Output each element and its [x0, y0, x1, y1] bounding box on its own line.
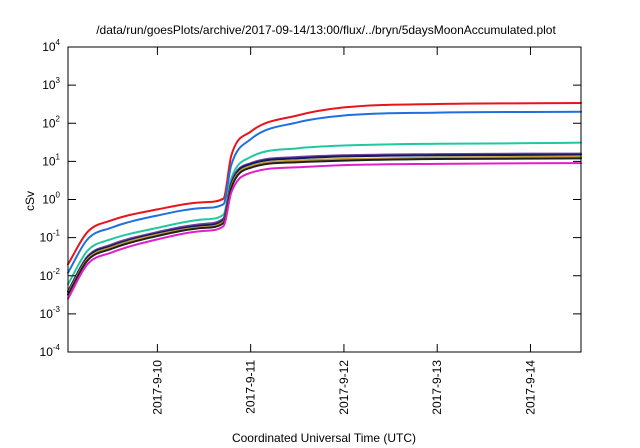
y-tick-base: 10 — [40, 269, 54, 283]
y-tick-exponent: 4 — [56, 38, 61, 47]
x-tick-label: 2017-9-12 — [337, 360, 351, 415]
y-tick-base: 10 — [42, 116, 56, 130]
y-tick-exponent: 1 — [56, 152, 61, 161]
y-tick-exponent: -2 — [53, 267, 61, 276]
y-tick-base: 10 — [42, 154, 56, 168]
plot-frame — [67, 46, 582, 353]
y-tick-exponent: 2 — [56, 114, 61, 123]
series-line-8 — [67, 162, 582, 300]
series-line-5 — [67, 153, 582, 293]
series-line-6 — [67, 156, 582, 295]
y-tick-base: 10 — [40, 231, 54, 245]
y-tick-exponent: -1 — [53, 229, 61, 238]
y-tick-label: 10-1 — [40, 229, 61, 245]
y-tick-exponent: -3 — [53, 305, 61, 314]
y-tick-label: 100 — [42, 191, 60, 207]
x-axis-label: Coordinated Universal Time (UTC) — [232, 431, 416, 445]
chart-title: /data/run/goesPlots/archive/2017-09-14/1… — [96, 23, 556, 37]
series-layer — [67, 101, 582, 300]
y-tick-exponent: 0 — [56, 191, 61, 200]
y-tick-label: 103 — [42, 76, 60, 92]
axis-layer: 10-410-310-210-11001011021031042017-9-10… — [40, 38, 581, 415]
x-tick-label: 2017-9-14 — [523, 360, 537, 415]
y-axis-label: cSv — [23, 191, 37, 211]
series-line-4 — [67, 152, 582, 292]
x-tick-label: 2017-9-13 — [430, 360, 444, 415]
y-tick-label: 10-2 — [40, 267, 61, 283]
series-line-2 — [67, 110, 582, 274]
series-line-1 — [67, 101, 582, 266]
y-tick-base: 10 — [42, 193, 56, 207]
y-tick-base: 10 — [40, 345, 54, 359]
y-tick-label: 10-4 — [40, 343, 61, 359]
y-tick-label: 102 — [42, 114, 60, 130]
y-tick-base: 10 — [42, 78, 56, 92]
y-tick-label: 10-3 — [40, 305, 61, 321]
x-tick-label: 2017-9-11 — [244, 360, 258, 414]
y-tick-base: 10 — [40, 307, 54, 321]
x-tick-label: 2017-9-10 — [150, 360, 164, 415]
series-line-7 — [67, 157, 582, 296]
y-tick-base: 10 — [42, 40, 56, 54]
y-tick-exponent: 3 — [56, 76, 61, 85]
y-tick-exponent: -4 — [53, 343, 61, 352]
y-tick-label: 101 — [42, 152, 60, 168]
y-tick-label: 104 — [42, 38, 60, 54]
series-line-3 — [67, 141, 582, 286]
